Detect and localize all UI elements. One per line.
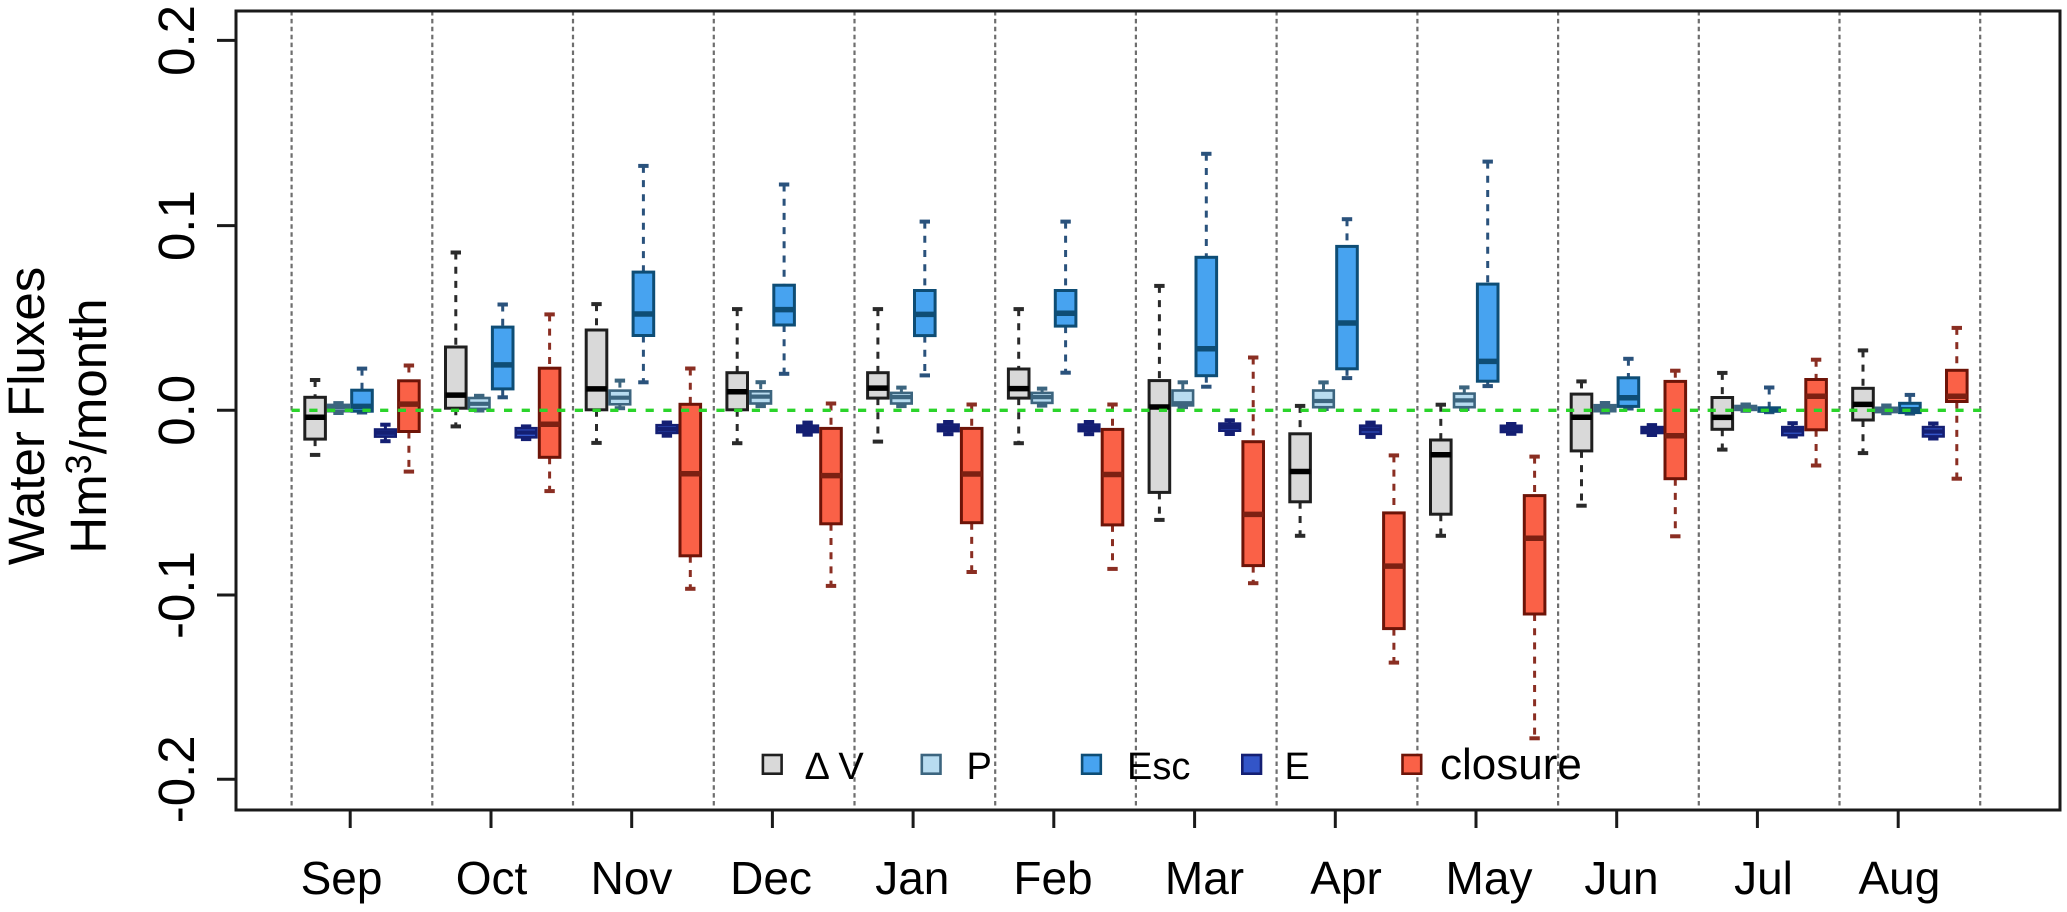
svg-text:Oct: Oct <box>456 852 528 904</box>
svg-text:0.1: 0.1 <box>148 190 205 261</box>
svg-text:closure: closure <box>1440 740 1582 789</box>
svg-text:Jun: Jun <box>1584 852 1658 904</box>
svg-text:Dec: Dec <box>730 852 812 904</box>
svg-text:Δ V: Δ V <box>805 746 865 788</box>
svg-text:P: P <box>967 746 992 788</box>
svg-text:May: May <box>1446 852 1533 904</box>
svg-text:-0.1: -0.1 <box>148 551 205 639</box>
svg-text:0.0: 0.0 <box>148 375 205 446</box>
svg-text:-0.2: -0.2 <box>148 735 205 823</box>
svg-text:Hm3/month: Hm3/month <box>58 298 117 553</box>
svg-text:Jan: Jan <box>875 852 949 904</box>
svg-text:Sep: Sep <box>301 852 383 904</box>
svg-text:Jul: Jul <box>1734 852 1793 904</box>
svg-text:Water Fluxes: Water Fluxes <box>0 267 55 566</box>
svg-text:Aug: Aug <box>1858 852 1940 904</box>
svg-text:0.2: 0.2 <box>148 5 205 76</box>
svg-text:Esc: Esc <box>1127 746 1190 788</box>
svg-text:Apr: Apr <box>1310 852 1382 904</box>
svg-text:Nov: Nov <box>591 852 673 904</box>
svg-text:Feb: Feb <box>1013 852 1092 904</box>
svg-text:Mar: Mar <box>1165 852 1244 904</box>
svg-text:E: E <box>1285 746 1310 788</box>
